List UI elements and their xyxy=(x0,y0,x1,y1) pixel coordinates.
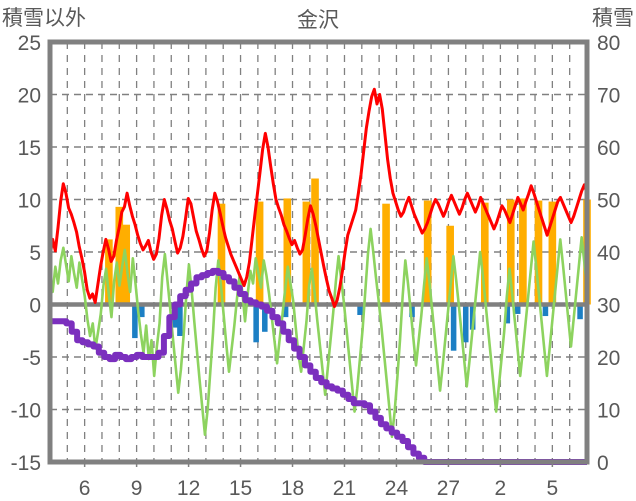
x-tick-label: 15 xyxy=(229,477,252,500)
bars-layer xyxy=(105,178,591,351)
x-tick-label: 12 xyxy=(177,477,200,500)
y-axis-right-ticks: 80 70 60 50 40 30 20 10 0 xyxy=(597,32,620,475)
x-tick-label: 2 xyxy=(495,477,507,500)
y2-tick-label: 0 xyxy=(597,452,609,475)
frame-layer xyxy=(47,39,590,465)
y2-tick-label: 30 xyxy=(597,295,620,318)
y2-tick-label: 10 xyxy=(597,400,620,423)
chart-title: 金沢 xyxy=(297,9,339,32)
x-tick-label: 24 xyxy=(385,477,409,500)
x-tick-label: 21 xyxy=(333,477,356,500)
y-axis-left-ticks: 25 20 15 10 5 0 -5 -10 -15 xyxy=(11,32,41,475)
right-axis-caption: 積雪 xyxy=(592,7,634,30)
y2-tick-label: 20 xyxy=(597,347,620,370)
y2-tick-label: 60 xyxy=(597,137,620,160)
y-tick-label: 5 xyxy=(29,242,41,265)
y2-tick-label: 70 xyxy=(597,85,620,108)
x-tick-label: 5 xyxy=(547,477,559,500)
y-tick-label: -5 xyxy=(22,347,41,370)
x-tick-label: 27 xyxy=(437,477,460,500)
x-tick-label: 18 xyxy=(281,477,304,500)
x-tick-label: 6 xyxy=(79,477,91,500)
y-tick-label: -15 xyxy=(11,452,41,475)
y-tick-label: -10 xyxy=(11,400,41,423)
y-tick-label: 20 xyxy=(18,85,41,108)
x-tick-label: 9 xyxy=(131,477,143,500)
y2-tick-label: 80 xyxy=(597,32,620,55)
y-tick-label: 25 xyxy=(18,32,41,55)
x-axis-ticks: 6 9 12 15 18 21 24 27 2 5 xyxy=(79,462,558,500)
y-tick-label: 10 xyxy=(18,190,41,213)
y2-tick-label: 50 xyxy=(597,190,620,213)
y-tick-label: 0 xyxy=(29,295,41,318)
left-axis-caption: 積雪以外 xyxy=(2,7,86,30)
y2-tick-label: 40 xyxy=(597,242,620,265)
y-tick-label: 15 xyxy=(18,137,41,160)
